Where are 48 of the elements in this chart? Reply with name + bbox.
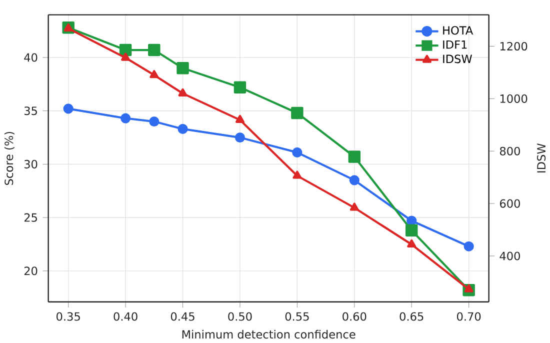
point (64, 23, 73, 32)
point (178, 88, 188, 96)
y2-tick-label: 1000 (500, 94, 528, 103)
point (235, 114, 244, 123)
point (120, 113, 131, 124)
y2-axis-title: IDSW (537, 144, 546, 172)
legend-label: IDF1 (443, 40, 467, 49)
y-tick-label: 40 (24, 53, 38, 62)
point (292, 170, 302, 179)
y-tick-label: 35 (24, 106, 37, 116)
point (63, 104, 74, 114)
point (464, 241, 474, 252)
y2-tick-label: 400 (500, 252, 520, 260)
x-axis-title: Minimum detection confidence (182, 330, 356, 339)
y2-tick-label: 600 (500, 199, 520, 208)
point (121, 52, 130, 61)
point (349, 175, 360, 186)
point (464, 284, 474, 292)
point (291, 106, 304, 120)
y2-tick-label: 800 (500, 146, 520, 156)
point (148, 44, 160, 56)
y-tick-label: 30 (24, 160, 38, 168)
x-tick-label: 0.40 (114, 312, 138, 321)
x-tick-label: 0.45 (170, 312, 194, 321)
point (348, 150, 361, 163)
legend-label: IDSW (443, 54, 472, 64)
point (406, 216, 417, 226)
point (292, 147, 302, 158)
x-tick-label: 0.35 (56, 312, 80, 321)
legend-label: HOTA (443, 26, 474, 35)
x-tick-label: 0.60 (342, 312, 366, 321)
point (176, 62, 189, 74)
x-tick-label: 0.70 (457, 312, 481, 321)
x-tick-label: 0.55 (285, 312, 309, 321)
point (407, 239, 416, 248)
point (406, 224, 418, 236)
point (234, 81, 246, 94)
y-axis-title: Score (%) (4, 132, 14, 185)
point (149, 116, 160, 127)
y2-tick-label: 1200 (500, 42, 528, 51)
point (350, 202, 359, 211)
y-tick-label: 20 (24, 266, 38, 276)
x-tick-label: 0.65 (400, 312, 424, 321)
y-tick-label: 25 (24, 213, 37, 222)
point (178, 124, 188, 134)
x-tick-label: 0.50 (228, 312, 252, 321)
point (150, 70, 159, 78)
point (234, 132, 246, 143)
